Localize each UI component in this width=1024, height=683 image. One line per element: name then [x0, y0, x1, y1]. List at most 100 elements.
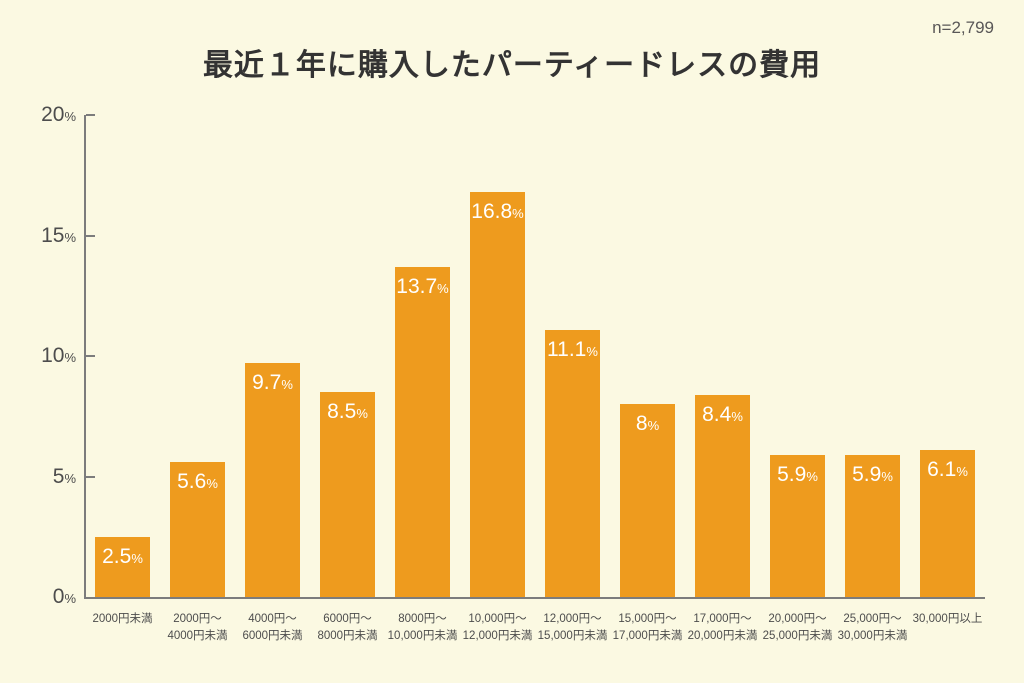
y-axis-tick-mark — [86, 355, 95, 357]
bar-column: 5.9% 20,000円〜 25,000円未満 — [763, 115, 832, 642]
category-label-line: 4000円〜 — [248, 613, 297, 625]
category-label: 8000円〜 10,000円未満 — [388, 611, 458, 645]
bar-value-number: 8.4 — [702, 402, 732, 426]
bar-column: 13.7% 8000円〜 10,000円未満 — [388, 115, 457, 642]
y-tick-percent-sign: % — [64, 350, 76, 365]
category-label: 25,000円〜 30,000円未満 — [838, 611, 908, 645]
bar-value-percent-sign: % — [437, 280, 449, 296]
y-tick-percent-sign: % — [64, 470, 76, 486]
category-label-line: 12,000円未満 — [462, 630, 533, 642]
bar: 8.4% — [695, 394, 750, 597]
bar: 11.1% — [545, 329, 600, 597]
bar-value-number: 11.1 — [547, 337, 587, 361]
y-tick-number: 10 — [41, 344, 65, 367]
bar-value-number: 2.5 — [102, 544, 132, 568]
bar: 8.5% — [320, 392, 375, 597]
category-label: 20,000円〜 25,000円未満 — [763, 611, 833, 645]
category-label: 15,000円〜 17,000円未満 — [613, 611, 683, 645]
category-label-line: 25,000円〜 — [843, 613, 902, 625]
bar: 9.7% — [245, 363, 300, 597]
bar-column: 2.5% 2000円未満 — [92, 115, 153, 625]
bar-value-percent-sign: % — [956, 464, 968, 479]
bar-value-percent-sign: % — [806, 468, 818, 484]
y-tick-number: 20 — [41, 103, 65, 126]
y-tick-percent-sign: % — [64, 109, 76, 124]
bar-value-number: 8.5 — [327, 400, 357, 424]
sample-size-label: n=2,799 — [932, 18, 994, 37]
bar-value-number: 9.7 — [252, 371, 282, 395]
category-label-line: 12,000円〜 — [543, 613, 602, 625]
category-label-line: 25,000円未満 — [762, 630, 833, 642]
y-tick-label: 15% — [41, 224, 76, 248]
bar-value-label: 8.5% — [320, 400, 375, 424]
bar-value-percent-sign: % — [731, 408, 743, 424]
bar-value-number: 8 — [635, 412, 648, 436]
bar-column: 5.6% 2000円〜 4000円未満 — [167, 115, 228, 642]
bar: 5.9% — [845, 454, 900, 597]
bar-value-percent-sign: % — [647, 418, 660, 434]
bar-value-number: 16.8 — [471, 200, 513, 224]
bar-column: 6.1% 30,000円以上 — [913, 115, 982, 625]
bar-value-percent-sign: % — [281, 377, 293, 393]
category-label-line: 15,000円〜 — [618, 613, 677, 625]
bar-value-label: 8% — [620, 412, 675, 436]
bar-value-label: 5.6% — [170, 470, 225, 494]
bar-value-percent-sign: % — [356, 406, 368, 422]
category-label-line: 10,000円未満 — [387, 630, 458, 642]
category-label: 17,000円〜 20,000円未満 — [688, 611, 758, 645]
category-label-line: 6000円〜 — [323, 613, 372, 625]
category-label-line: 17,000円〜 — [693, 613, 752, 625]
bar-value-label: 11.1% — [545, 338, 600, 362]
bar-value-percent-sign: % — [881, 468, 893, 484]
category-label-line: 2000円〜 — [173, 613, 222, 625]
bar: 16.8% — [470, 192, 525, 597]
bar: 5.9% — [770, 454, 825, 597]
category-label-line: 8000円未満 — [317, 630, 378, 642]
bar-column: 16.8% 10,000円〜 12,000円未満 — [463, 115, 532, 642]
bar-value-label: 9.7% — [245, 371, 300, 395]
bar-value-number: 5.6 — [177, 470, 207, 494]
bar-column: 5.9% 25,000円〜 30,000円未満 — [838, 115, 907, 642]
category-label: 2000円〜 4000円未満 — [167, 611, 227, 645]
bar-value-percent-sign: % — [206, 476, 218, 492]
bar-chart-plot-area: 2.5% 2000円未満 5.6% 2000円〜 4000円未満 9.7% 4000円〜 60… — [41, 103, 985, 642]
bar-value-percent-sign: % — [512, 206, 524, 222]
bar-value-number: 5.9 — [852, 462, 882, 486]
y-tick-label: 10% — [41, 344, 76, 368]
bar-value-number: 13.7 — [396, 274, 438, 298]
y-tick-percent-sign: % — [64, 591, 76, 606]
bar-value-label: 2.5% — [95, 545, 150, 569]
category-label-line: 20,000円〜 — [768, 613, 827, 625]
y-tick-label: 0% — [53, 585, 76, 609]
y-axis-tick-mark — [86, 234, 95, 237]
bar-value-label: 5.9% — [845, 463, 900, 487]
bar: 2.5% — [95, 536, 150, 597]
category-label-line: 2000円未満 — [92, 613, 153, 625]
bar-value-number: 5.9 — [777, 462, 807, 486]
bar-value-label: 5.9% — [770, 463, 825, 487]
bar-value-label: 8.4% — [695, 403, 750, 427]
y-tick-label: 5% — [53, 465, 76, 489]
y-tick-number: 15 — [41, 223, 65, 247]
y-tick-percent-sign: % — [64, 229, 76, 245]
bars-row: 2.5% 2000円未満 5.6% 2000円〜 4000円未満 9.7% 4000円〜 60… — [86, 115, 985, 642]
bar: 6.1% — [920, 450, 975, 597]
bar-value-label: 16.8% — [470, 200, 525, 224]
category-label: 2000円未満 — [92, 611, 152, 628]
bar-value-percent-sign: % — [131, 550, 143, 566]
bar: 5.6% — [170, 462, 225, 597]
category-label: 6000円〜 8000円未満 — [317, 611, 377, 645]
y-axis-tick-mark — [86, 475, 95, 478]
bar-value-label: 6.1% — [920, 458, 975, 482]
y-axis-tick-mark — [86, 114, 95, 116]
bar: 13.7% — [395, 266, 450, 597]
bar-value-number: 6.1 — [927, 458, 957, 481]
y-tick-number: 0 — [52, 585, 65, 608]
bar-value-percent-sign: % — [586, 343, 598, 359]
bar-value-label: 13.7% — [395, 275, 450, 299]
bar-column: 8.5% 6000円〜 8000円未満 — [317, 115, 378, 642]
bar-column: 9.7% 4000円〜 6000円未満 — [242, 115, 303, 642]
category-label: 4000円〜 6000円未満 — [242, 611, 302, 645]
bar: 8% — [620, 404, 675, 597]
category-label-line: 15,000円未満 — [537, 630, 608, 642]
